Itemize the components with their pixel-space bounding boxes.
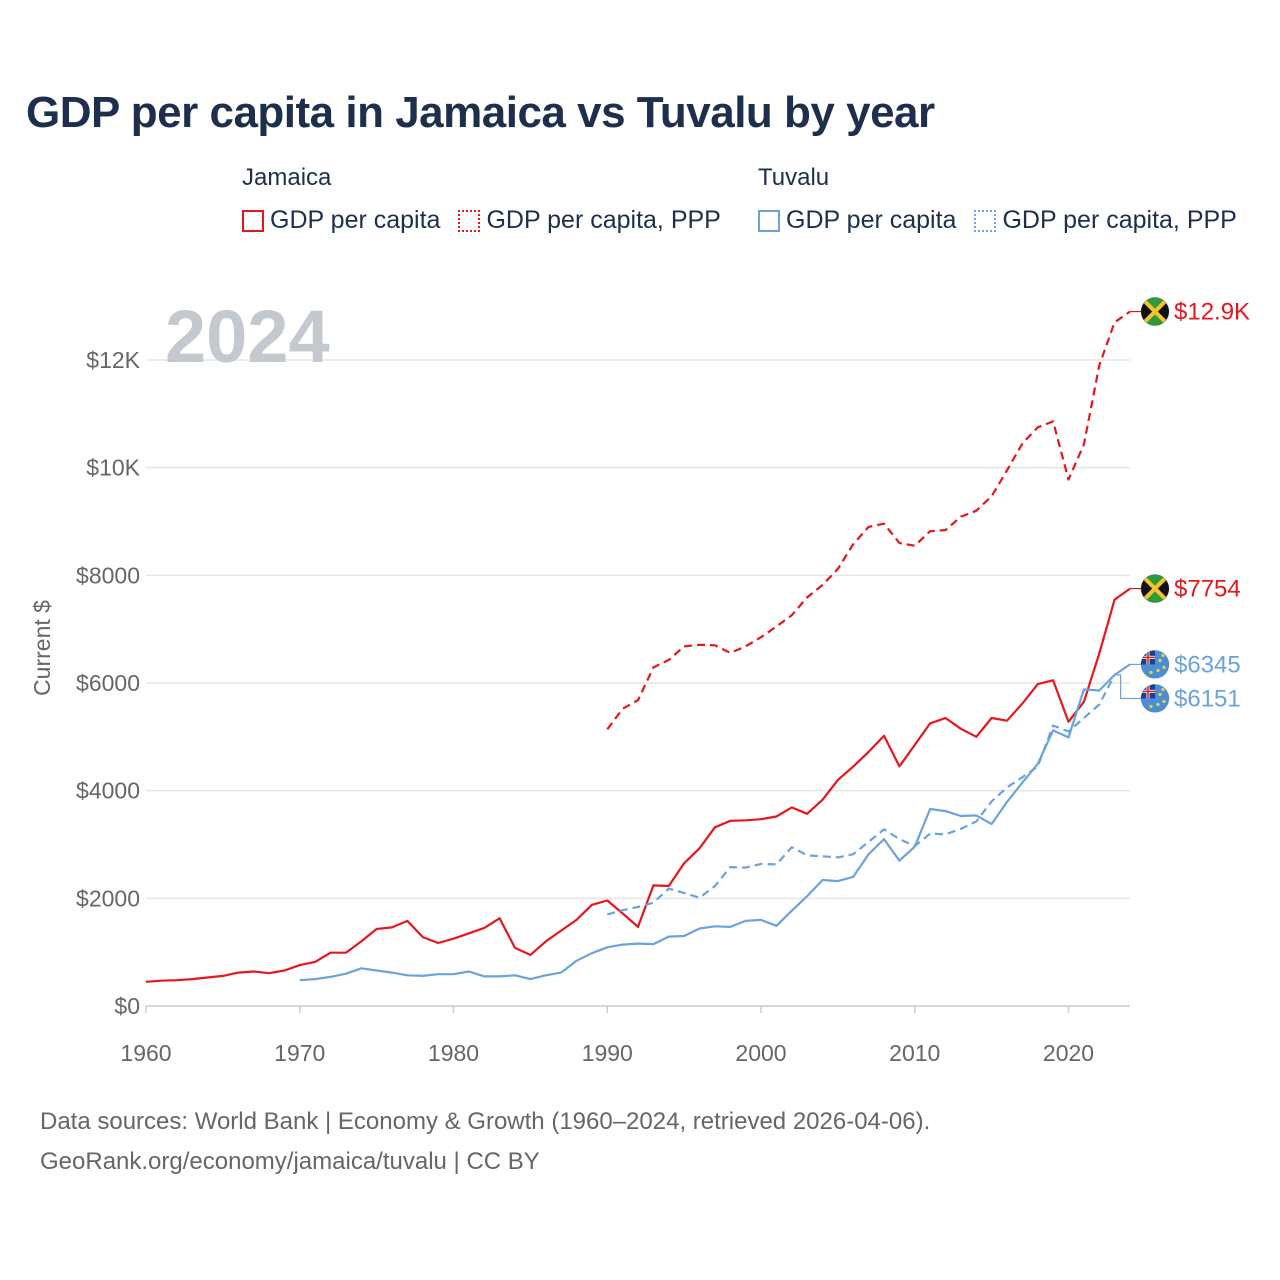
y-tick-label: $0 xyxy=(114,993,140,1019)
end-label-connector xyxy=(1114,674,1141,700)
x-tick-label: 2000 xyxy=(735,1040,786,1066)
y-tick-label: $2000 xyxy=(76,885,140,911)
x-tick-label: 1960 xyxy=(120,1040,171,1066)
end-label-layer: $12.9K $7754 $6345 $6151 xyxy=(1114,297,1250,713)
axis-layer: $0 $2000 $4000 $6000 $8000 $10K $12K 1960 1970 19… xyxy=(29,347,1130,1066)
y-axis-label: Current $ xyxy=(29,600,55,696)
footer-sources: Data sources: World Bank | Economy & Gro… xyxy=(40,1108,931,1135)
end-value-label: $7754 xyxy=(1174,576,1241,603)
end-value-label: $6151 xyxy=(1174,685,1241,712)
legend-label: GDP per capita, PPP xyxy=(1002,206,1237,234)
x-tick-label: 2020 xyxy=(1043,1040,1094,1066)
y-tick-label: $10K xyxy=(86,455,140,481)
series-line-1[interactable] xyxy=(606,310,1131,730)
series-line-0[interactable] xyxy=(145,587,1131,983)
jamaica-flag-icon xyxy=(1140,574,1170,604)
legend-label: GDP per capita, PPP xyxy=(486,206,721,234)
legend-country-tuvalu: Tuvalu xyxy=(758,164,830,191)
series-line-3[interactable] xyxy=(607,674,1116,916)
end-value-label: $12.9K xyxy=(1174,299,1250,326)
jamaica-flag-icon xyxy=(1140,297,1170,327)
footer-credit[interactable]: GeoRank.org/economy/jamaica/tuvalu | CC … xyxy=(40,1148,540,1175)
y-tick-label: $8000 xyxy=(76,562,140,588)
y-tick-label: $12K xyxy=(86,347,140,373)
y-tick-label: $6000 xyxy=(76,670,140,696)
legend-label: GDP per capita xyxy=(786,206,957,234)
grid-layer xyxy=(146,359,1130,1007)
chart-title: GDP per capita in Jamaica vs Tuvalu by y… xyxy=(26,88,935,137)
legend-swatch-solid-icon xyxy=(758,209,780,232)
legend-swatch-dotted-icon xyxy=(974,209,997,232)
legend-item-tuvalu-gdp[interactable]: GDP per capita xyxy=(758,206,956,235)
legend-group-jamaica: Jamaica GDP per capita GDP per capita, P… xyxy=(242,164,721,235)
x-tick-label: 2010 xyxy=(889,1040,940,1066)
legend-item-tuvalu-gdp-ppp[interactable]: GDP per capita, PPP xyxy=(974,206,1237,235)
legend-swatch-solid-icon xyxy=(242,209,264,232)
legend-group-tuvalu: Tuvalu GDP per capita GDP per capita, PP… xyxy=(758,164,1237,235)
legend-label: GDP per capita xyxy=(270,206,441,234)
legend-swatch-dotted-icon xyxy=(458,209,481,232)
x-tick-label: 1990 xyxy=(582,1040,633,1066)
legend-country-jamaica: Jamaica xyxy=(242,164,332,191)
series-layer xyxy=(145,310,1131,983)
legend-item-jamaica-gdp-ppp[interactable]: GDP per capita, PPP xyxy=(458,206,721,235)
tuvalu-flag-icon xyxy=(1140,683,1170,713)
x-tick-label: 1980 xyxy=(428,1040,479,1066)
year-watermark: 2024 xyxy=(165,295,330,378)
x-tick-label: 1970 xyxy=(274,1040,325,1066)
series-line-2[interactable] xyxy=(299,663,1131,982)
tuvalu-flag-icon xyxy=(1140,649,1170,679)
end-value-label: $6345 xyxy=(1174,651,1241,678)
y-tick-label: $4000 xyxy=(76,778,140,804)
legend-item-jamaica-gdp[interactable]: GDP per capita xyxy=(242,206,440,235)
